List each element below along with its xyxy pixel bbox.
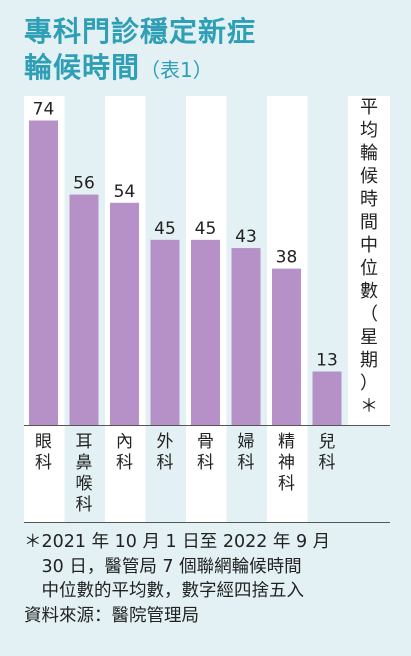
title-table-tag: （表1） <box>140 58 213 82</box>
footnote-text: ＊2021 年 10 月 1 日至 2022 年 9 月 30 日，醫管局 7 … <box>24 532 331 601</box>
category-label: 外科 <box>157 432 174 473</box>
bar <box>272 268 301 425</box>
bar <box>150 239 180 425</box>
bar <box>29 120 58 426</box>
category-label: 婦科 <box>238 432 255 473</box>
ylabel-column-background <box>348 96 390 425</box>
y-axis-label: 平均輪候時間中位數（星期）＊ <box>360 97 378 417</box>
bar-value-label: 43 <box>235 227 257 247</box>
bar-value-label: 38 <box>276 248 298 268</box>
title-line-1: 專科門診穩定新症 <box>24 15 257 48</box>
footnote: ＊2021 年 10 月 1 日至 2022 年 9 月 30 日，醫管局 7 … <box>24 530 394 628</box>
bar <box>231 248 261 425</box>
category-label: 眼科 <box>35 432 52 473</box>
bar-value-label: 54 <box>114 182 136 202</box>
bar-value-label: 74 <box>33 99 55 119</box>
category-label: 耳鼻喉科 <box>76 432 93 515</box>
bar-value-label: 13 <box>316 351 338 371</box>
bar-value-label: 56 <box>73 174 95 194</box>
bar <box>312 371 342 425</box>
category-label: 兒科 <box>319 432 336 473</box>
bar-value-label: 45 <box>195 219 217 239</box>
bar <box>110 202 139 425</box>
title-line-2: 輪候時間 <box>24 51 141 84</box>
category-label: 骨科 <box>197 432 214 473</box>
category-label: 精神科 <box>278 432 295 494</box>
bar <box>191 239 220 425</box>
chart-title: 專科門診穩定新症 輪候時間（表1） <box>24 14 256 88</box>
bar <box>69 194 99 425</box>
category-label: 內科 <box>116 432 133 473</box>
bar-value-label: 45 <box>154 219 176 239</box>
source-text: 資料來源：醫院管理局 <box>24 605 199 626</box>
